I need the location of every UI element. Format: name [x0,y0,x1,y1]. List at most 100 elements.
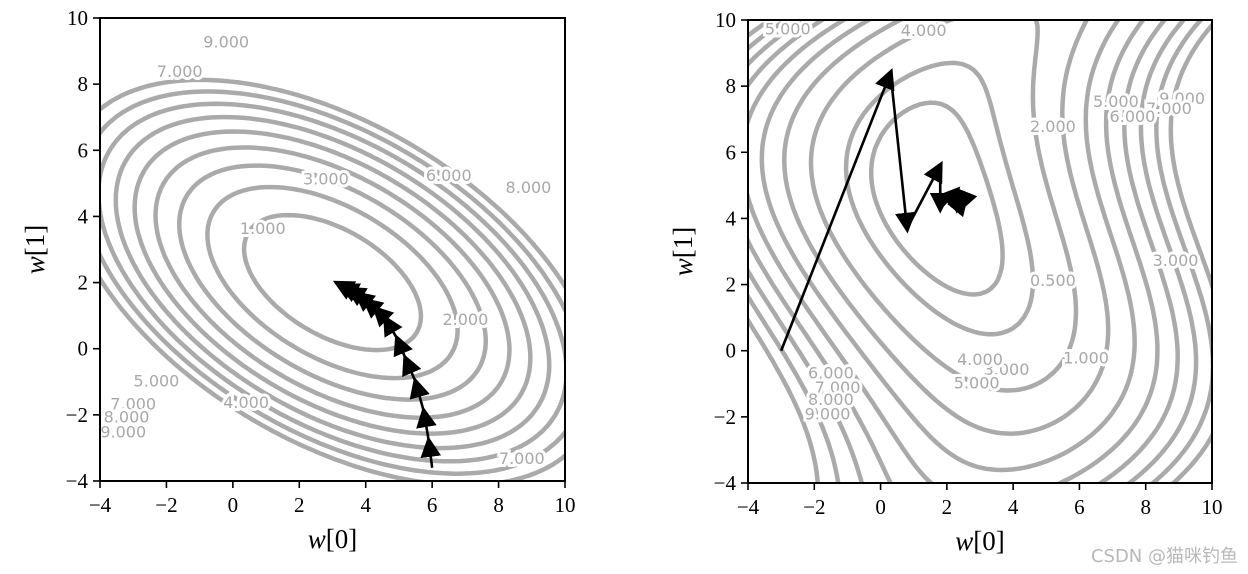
y-tick-label: 10 [67,6,88,30]
y-tick-label: 8 [78,72,89,96]
path-step-arrow [332,280,357,300]
x-tick-label: 2 [294,493,305,517]
contour-level-line [748,20,1199,483]
y-tick-label: 0 [78,337,89,361]
path-step-arrow [337,283,362,303]
contour-label: 4.000 [957,350,1003,369]
y-tick-label: 6 [726,140,737,164]
contour-label: 4.000 [901,21,947,40]
contour-level-line [748,20,1160,483]
contour-label: 8.000 [808,390,854,409]
right-panel: 5.000 4.0009.0007.0005.0006.0002.0003.000… [668,8,1223,556]
y-axis-label: w[1] [668,227,698,277]
contour-level-line [177,163,488,402]
x-axis-label: w[0] [308,524,358,554]
y-tick-label: 8 [726,74,737,98]
contour-label: 7.000 [110,394,156,413]
x-tick-label: 8 [1140,495,1151,519]
watermark-text: CSDN @猫咪钓鱼 [1090,546,1238,567]
contour-label: 6.000 [426,166,472,185]
path-step-arrow [889,72,916,234]
y-tick-label: 2 [78,271,89,295]
x-tick-label: 6 [427,493,438,517]
path-step-arrow [779,68,895,352]
y-tick-label: −4 [714,471,737,495]
contour-level-line [759,20,1137,473]
x-tick-label: 4 [1008,495,1019,519]
contour-label: 1.000 [1063,348,1109,367]
x-tick-label: 6 [1074,495,1085,519]
path-step-arrow [344,286,368,307]
contour-level-line [100,101,565,464]
path-step-arrow [409,376,430,412]
y-tick-label: −2 [66,403,88,427]
descent-path [332,280,442,468]
contour-level-line [132,129,533,436]
contour-label: 7.000 [499,449,545,468]
contour-label: 9.000 [1159,89,1205,108]
contour-label: 7.000 [1146,99,1192,118]
path-step-arrow [938,186,961,210]
contour-label: 5.000 [954,373,1000,392]
path-step-arrow [371,305,395,328]
descent-path [779,68,978,352]
contour-label: 5.000 [765,19,811,38]
y-tick-label: 10 [715,8,736,32]
contour-label: 3.000 [984,360,1030,379]
contour-label: 6.000 [808,363,854,382]
y-tick-label: 4 [726,206,737,230]
contour-label: 2.000 [1030,117,1076,136]
x-tick-label: 2 [942,495,953,519]
x-tick-label: 4 [360,493,371,517]
contour-label: 9.000 [203,32,249,51]
contour-label: 5.000 [134,371,180,390]
path-step-arrow [361,297,385,319]
x-tick-label: −4 [737,495,760,519]
contour-label: 7.000 [815,378,861,397]
x-axis-label: w[0] [955,526,1005,556]
contour-level-line [782,20,1111,436]
plot-frame [747,19,1213,484]
path-step-arrow [353,290,377,313]
path-step-arrow [420,436,442,468]
x-tick-label: 10 [555,493,576,517]
x-tick-label: −2 [803,495,825,519]
contour-label: 0.500 [1030,271,1076,290]
contour-label: 8.000 [104,408,150,427]
contour-level-line [868,100,1005,297]
y-tick-label: −4 [66,469,89,493]
contour-label: 3.000 [303,170,349,189]
contour-label: 3.000 [1153,251,1199,270]
x-tick-label: 0 [228,493,239,517]
contour-level-line [205,184,460,381]
contour-label: 5.000 [1093,92,1139,111]
y-tick-label: 6 [78,138,89,162]
path-step-arrow [393,333,413,360]
y-tick-label: 4 [78,204,89,228]
x-tick-label: −2 [155,493,177,517]
contour-label: 9.000 [100,423,146,442]
x-tick-label: 10 [1202,495,1223,519]
contour-lines [100,77,565,481]
contour-label: 6.000 [1110,107,1156,126]
contour-level-line [113,114,552,451]
y-axis-label: w[1] [20,225,50,275]
contour-label: 2.000 [442,310,488,329]
contour-label: 9.000 [805,405,851,424]
path-step-arrow [402,353,422,383]
contour-level-line [100,89,565,476]
x-tick-label: 0 [875,495,886,519]
contour-label: 4.000 [223,393,269,412]
path-step-arrow [905,160,943,229]
contour-level-line [748,20,1212,483]
contour-level-line [100,77,565,481]
path-step-arrow [383,314,403,340]
x-tick-label: 8 [493,493,504,517]
x-tick-label: −4 [89,493,112,517]
path-step-arrow [957,188,978,212]
contour-label: 7.000 [157,62,203,81]
plot-frame [99,17,566,482]
contour-level-line [153,145,512,420]
